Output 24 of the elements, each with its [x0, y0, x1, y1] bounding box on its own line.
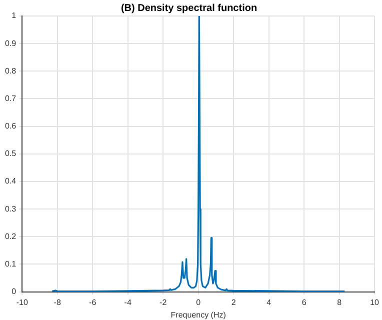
x-tick-label: -6	[89, 298, 97, 307]
y-tick-label: 0.2	[4, 232, 17, 241]
x-tick-label: -4	[124, 298, 132, 307]
y-tick-label: 1	[12, 11, 17, 20]
x-tick-label: 8	[337, 298, 342, 307]
y-tick-label: 0	[12, 287, 17, 296]
y-tick-label: 0.7	[4, 94, 17, 103]
x-tick-label: 4	[266, 298, 272, 307]
chart-title: (B) Density spectral function	[120, 2, 258, 14]
x-tick-label: 10	[370, 298, 380, 307]
y-tick-label: 0.4	[4, 176, 17, 186]
y-tick-label: 0.3	[4, 204, 17, 214]
x-tick-label: 6	[302, 298, 307, 307]
y-tick-label: 0.1	[4, 259, 17, 268]
x-tick-label: -10	[16, 298, 28, 307]
x-tick-label: 2	[231, 298, 236, 307]
y-tick-label: 0.6	[4, 122, 17, 131]
x-tick-label: 0	[196, 298, 202, 307]
x-tick-label: -2	[160, 298, 168, 307]
x-tick-label: -8	[54, 298, 62, 307]
x-axis-title: Frequency (Hz)	[170, 310, 226, 320]
y-tick-label: 0.5	[4, 149, 17, 158]
y-tick-label: 0.8	[4, 66, 17, 76]
y-tick-label: 0.9	[4, 38, 17, 48]
